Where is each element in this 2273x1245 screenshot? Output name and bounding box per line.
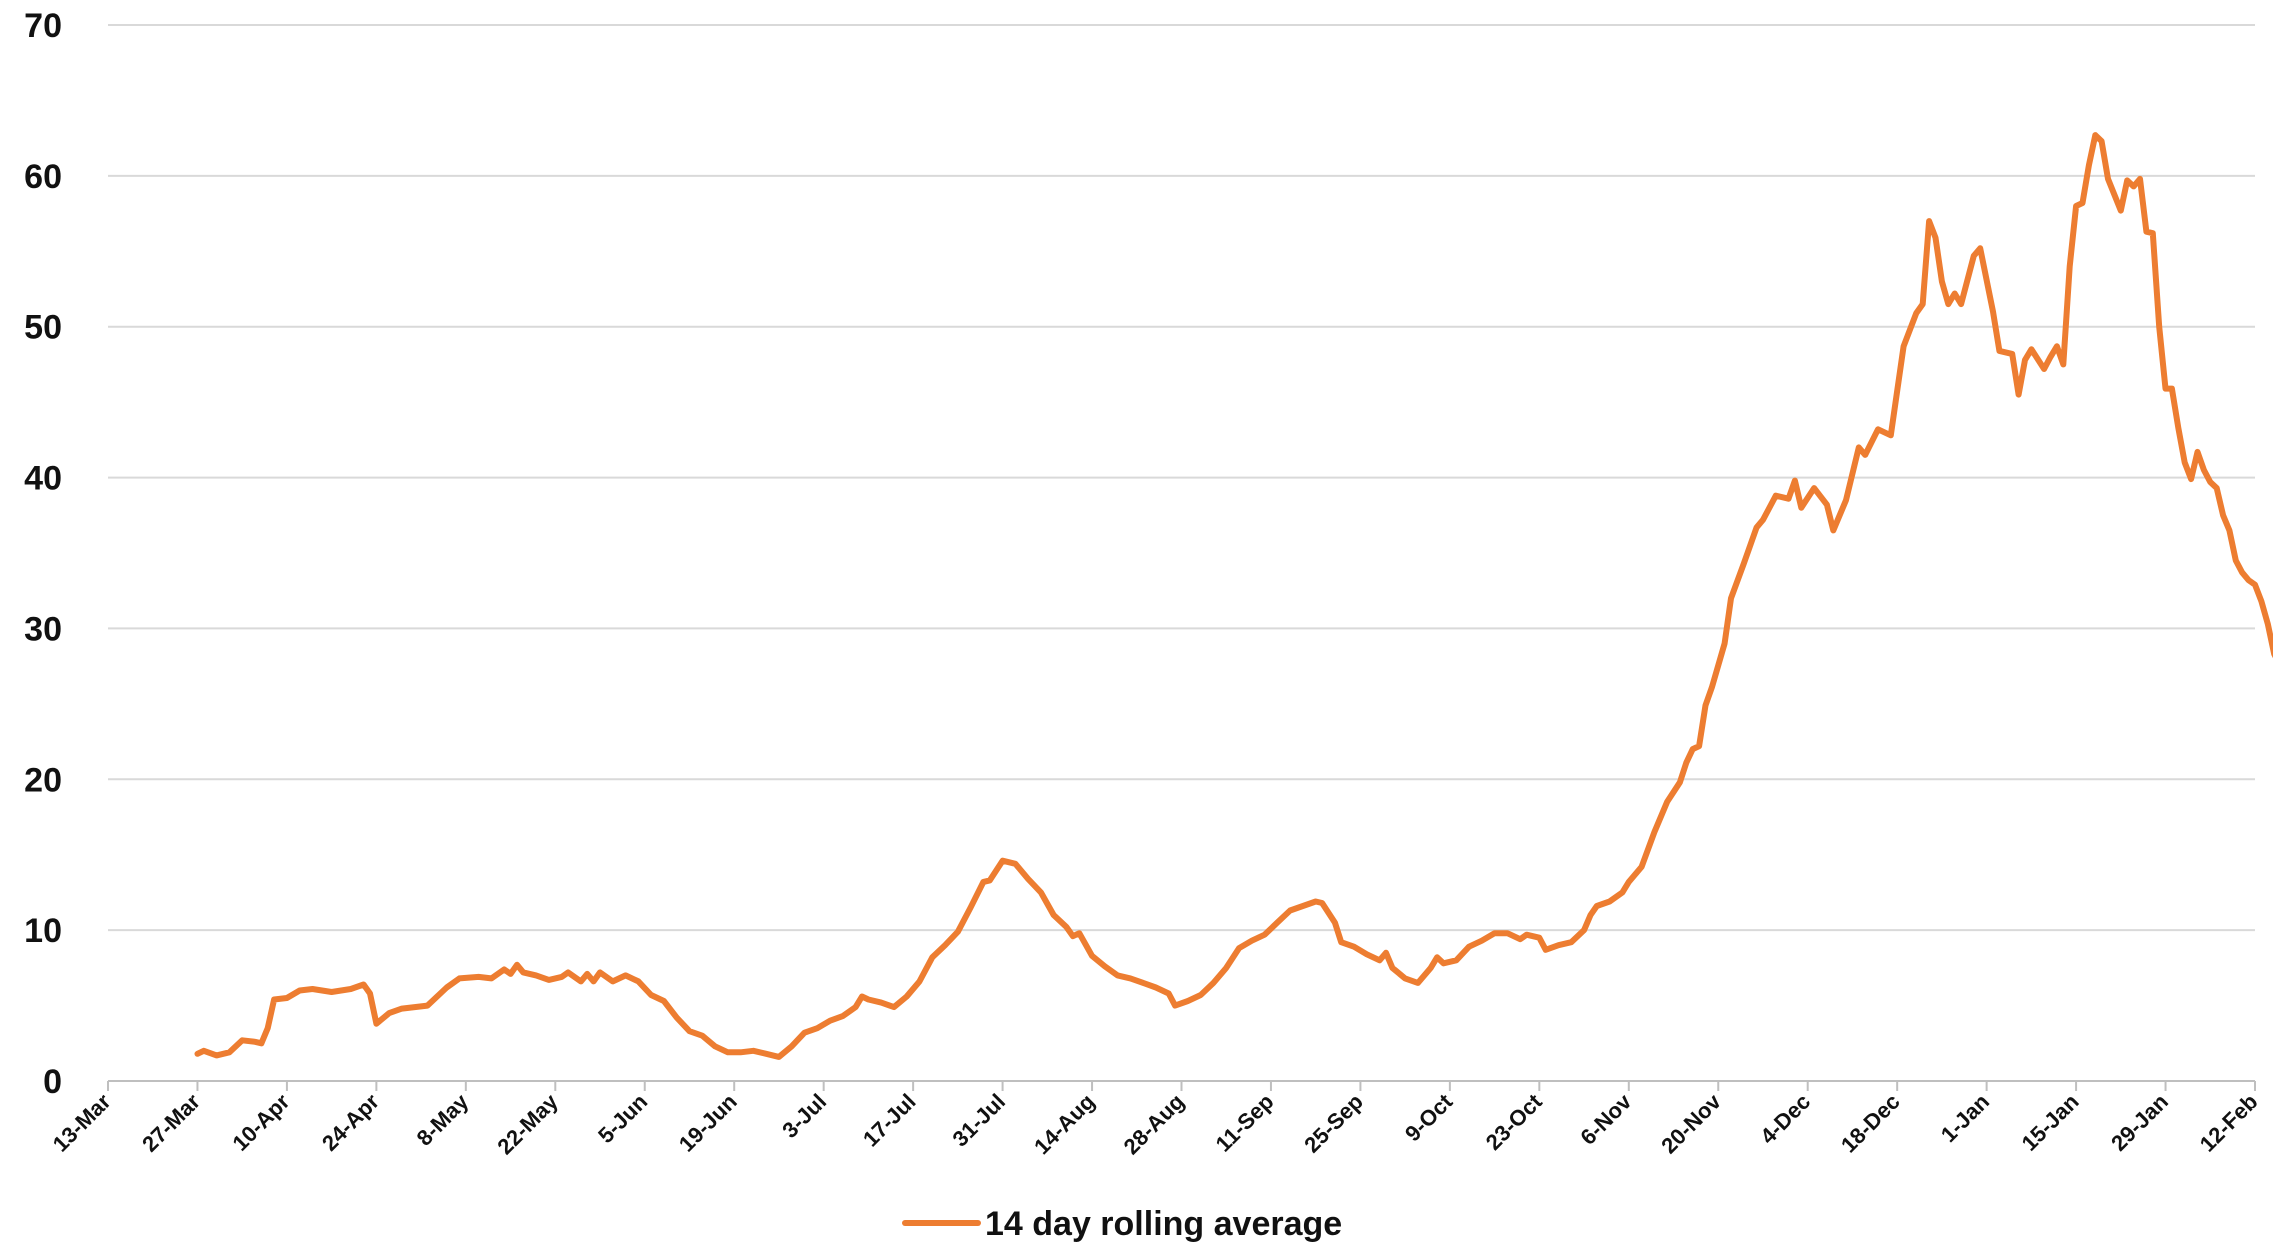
x-tick-label: 1-Jan [1936,1089,1994,1147]
x-axis-tick-marks [107,1081,2256,1091]
x-tick-label: 6-Nov [1575,1088,1636,1149]
x-tick-label: 12-Feb [2195,1089,2263,1157]
x-tick-label: 23-Oct [1481,1088,1548,1155]
x-tick-label: 3-Jul [777,1089,831,1143]
legend: 14 day rolling average [902,1205,1342,1243]
x-tick-label: 24-Apr [317,1089,384,1156]
y-tick-label: 10 [24,912,62,950]
x-tick-label: 11-Sep [1211,1089,1279,1157]
x-tick-label: 27-Mar [137,1089,205,1157]
y-axis-tick-labels: 0 10 20 30 40 50 60 70 [24,7,62,1101]
y-tick-label: 60 [24,158,62,196]
x-axis-tick-labels: 13-Mar 27-Mar 10-Apr 24-Apr 8-May 22-May 5-Jun… [48,1088,2263,1159]
x-tick-label: 19-Jun [674,1089,742,1157]
x-tick-label: 9-Oct [1400,1088,1458,1146]
x-tick-label: 5-Jun [593,1089,652,1148]
x-tick-label: 14-Aug [1029,1089,1099,1159]
x-tick-label: 20-Nov [1656,1088,1726,1158]
y-tick-label: 20 [24,761,62,799]
x-tick-label: 31-Jul [947,1089,1010,1152]
x-tick-label: 15-Jan [2017,1089,2084,1156]
y-tick-label: 70 [24,7,62,45]
x-tick-label: 25-Sep [1299,1089,1368,1158]
x-tick-label: 4-Dec [1755,1089,1815,1149]
x-tick-label: 10-Apr [227,1089,294,1156]
x-tick-label: 8-May [412,1088,474,1150]
x-tick-label: 22-May [492,1088,563,1159]
y-tick-label: 30 [24,610,62,648]
y-tick-label: 50 [24,309,62,347]
x-tick-label: 28-Aug [1119,1089,1189,1159]
series-layer [194,132,2273,1060]
legend-label: 14 day rolling average [985,1205,1342,1243]
gridlines [108,24,2255,932]
x-tick-label: 18-Dec [1836,1089,1905,1158]
x-tick-label: 17-Jul [858,1089,921,1152]
y-tick-label: 40 [24,460,62,498]
series-line-14-day-rolling-average [194,132,2273,1060]
x-tick-label: 29-Jan [2106,1089,2173,1156]
y-tick-label: 0 [43,1063,62,1101]
